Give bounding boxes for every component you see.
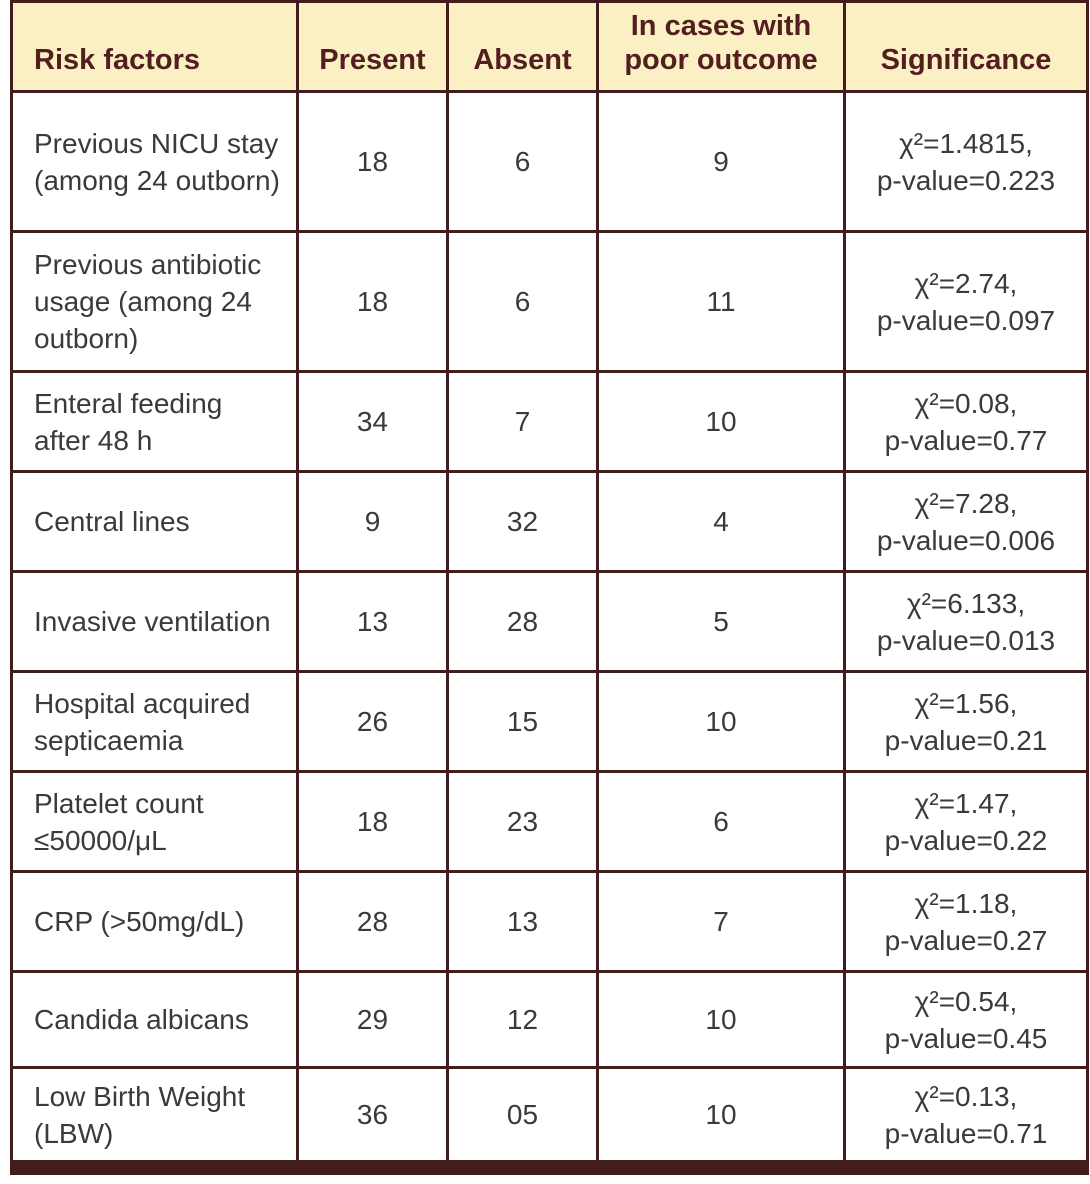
header-row: Risk factors Present Absent In cases wit… bbox=[10, 0, 1089, 93]
cell-significance: χ²=7.28, p-value=0.006 bbox=[843, 470, 1089, 573]
cell-significance: χ²=1.56, p-value=0.21 bbox=[843, 670, 1089, 773]
cell-risk-factor: Platelet count ≤50000/μL bbox=[10, 770, 299, 873]
cell-significance: χ²=0.13, p-value=0.71 bbox=[843, 1066, 1089, 1169]
cell-risk-factor: Invasive ventilation bbox=[10, 570, 299, 673]
cell-poor-outcome: 10 bbox=[596, 370, 846, 473]
p-value: p-value=0.21 bbox=[884, 724, 1048, 756]
cell-poor-outcome: 5 bbox=[596, 570, 846, 673]
cell-risk-factor: Low Birth Weight (LBW) bbox=[10, 1066, 299, 1169]
cell-absent: 23 bbox=[446, 770, 599, 873]
cell-poor-outcome: 10 bbox=[596, 970, 846, 1069]
table-row: Platelet count ≤50000/μL 18 23 6 χ²=1.47… bbox=[10, 770, 1089, 873]
table-row: CRP (>50mg/dL) 28 13 7 χ²=1.18, p-value=… bbox=[10, 870, 1089, 973]
cell-absent: 12 bbox=[446, 970, 599, 1069]
cell-absent: 28 bbox=[446, 570, 599, 673]
cell-risk-factor: Previous NICU stay (among 24 outborn) bbox=[10, 90, 299, 233]
cell-present: 13 bbox=[296, 570, 449, 673]
cell-present: 28 bbox=[296, 870, 449, 973]
column-header-absent: Absent bbox=[446, 0, 599, 93]
cell-risk-factor: Enteral feeding after 48 h bbox=[10, 370, 299, 473]
cell-poor-outcome: 7 bbox=[596, 870, 846, 973]
p-value: p-value=0.22 bbox=[884, 824, 1048, 856]
table-row: Enteral feeding after 48 h 34 7 10 χ²=0.… bbox=[10, 370, 1089, 473]
chi-square-value: χ²=1.4815, bbox=[899, 127, 1033, 159]
p-value: p-value=0.71 bbox=[884, 1117, 1048, 1149]
chi-square-value: χ²=6.133, bbox=[906, 587, 1026, 619]
table-row: Central lines 9 32 4 χ²=7.28, p-value=0.… bbox=[10, 470, 1089, 573]
cell-absent: 6 bbox=[446, 90, 599, 233]
cell-poor-outcome: 11 bbox=[596, 230, 846, 373]
cell-absent: 32 bbox=[446, 470, 599, 573]
table-header: Risk factors Present Absent In cases wit… bbox=[10, 0, 1089, 93]
cell-poor-outcome: 4 bbox=[596, 470, 846, 573]
cell-present: 18 bbox=[296, 90, 449, 233]
cell-significance: χ²=0.54, p-value=0.45 bbox=[843, 970, 1089, 1069]
chi-square-value: χ²=0.13, bbox=[914, 1080, 1018, 1112]
p-value: p-value=0.006 bbox=[876, 524, 1056, 556]
cell-absent: 7 bbox=[446, 370, 599, 473]
cell-present: 18 bbox=[296, 770, 449, 873]
p-value: p-value=0.77 bbox=[884, 424, 1048, 456]
cell-risk-factor: Central lines bbox=[10, 470, 299, 573]
table-body: Previous NICU stay (among 24 outborn) 18… bbox=[10, 90, 1089, 1169]
cell-significance: χ²=0.08, p-value=0.77 bbox=[843, 370, 1089, 473]
chi-square-value: χ²=1.56, bbox=[914, 687, 1018, 719]
cell-poor-outcome: 9 bbox=[596, 90, 846, 233]
cell-absent: 15 bbox=[446, 670, 599, 773]
risk-factors-table: Risk factors Present Absent In cases wit… bbox=[10, 0, 1089, 1175]
column-header-risk-factors: Risk factors bbox=[10, 0, 299, 93]
cell-absent: 13 bbox=[446, 870, 599, 973]
cell-absent: 05 bbox=[446, 1066, 599, 1169]
cell-poor-outcome: 10 bbox=[596, 1066, 846, 1169]
table-row: Low Birth Weight (LBW) 36 05 10 χ²=0.13,… bbox=[10, 1066, 1089, 1169]
cell-present: 18 bbox=[296, 230, 449, 373]
chi-square-value: χ²=1.18, bbox=[914, 887, 1018, 919]
p-value: p-value=0.097 bbox=[876, 304, 1056, 336]
cell-present: 26 bbox=[296, 670, 449, 773]
cell-significance: χ²=1.4815, p-value=0.223 bbox=[843, 90, 1089, 233]
cell-risk-factor: Hospital acquired septicaemia bbox=[10, 670, 299, 773]
cell-present: 9 bbox=[296, 470, 449, 573]
cell-present: 36 bbox=[296, 1066, 449, 1169]
p-value: p-value=0.223 bbox=[876, 164, 1056, 196]
chi-square-value: χ²=7.28, bbox=[914, 487, 1018, 519]
p-value: p-value=0.013 bbox=[876, 624, 1056, 656]
cell-significance: χ²=1.18, p-value=0.27 bbox=[843, 870, 1089, 973]
cell-poor-outcome: 10 bbox=[596, 670, 846, 773]
p-value: p-value=0.27 bbox=[884, 924, 1048, 956]
table-row: Candida albicans 29 12 10 χ²=0.54, p-val… bbox=[10, 970, 1089, 1069]
cell-significance: χ²=1.47, p-value=0.22 bbox=[843, 770, 1089, 873]
table-row: Hospital acquired septicaemia 26 15 10 χ… bbox=[10, 670, 1089, 773]
cell-risk-factor: CRP (>50mg/dL) bbox=[10, 870, 299, 973]
cell-risk-factor: Candida albicans bbox=[10, 970, 299, 1069]
column-header-present: Present bbox=[296, 0, 449, 93]
table-row: Previous antibiotic usage (among 24 outb… bbox=[10, 230, 1089, 373]
table-row: Invasive ventilation 13 28 5 χ²=6.133, p… bbox=[10, 570, 1089, 673]
chi-square-value: χ²=1.47, bbox=[914, 787, 1018, 819]
column-header-significance: Significance bbox=[843, 0, 1089, 93]
chi-square-value: χ²=0.54, bbox=[914, 985, 1018, 1017]
cell-risk-factor: Previous antibiotic usage (among 24 outb… bbox=[10, 230, 299, 373]
cell-present: 34 bbox=[296, 370, 449, 473]
p-value: p-value=0.45 bbox=[884, 1022, 1048, 1054]
column-header-poor-outcome: In cases with poor outcome bbox=[596, 0, 846, 93]
cell-present: 29 bbox=[296, 970, 449, 1069]
cell-poor-outcome: 6 bbox=[596, 770, 846, 873]
chi-square-value: χ²=0.08, bbox=[914, 387, 1018, 419]
cell-significance: χ²=2.74, p-value=0.097 bbox=[843, 230, 1089, 373]
chi-square-value: χ²=2.74, bbox=[914, 267, 1018, 299]
cell-absent: 6 bbox=[446, 230, 599, 373]
cell-significance: χ²=6.133, p-value=0.013 bbox=[843, 570, 1089, 673]
table-row: Previous NICU stay (among 24 outborn) 18… bbox=[10, 90, 1089, 233]
